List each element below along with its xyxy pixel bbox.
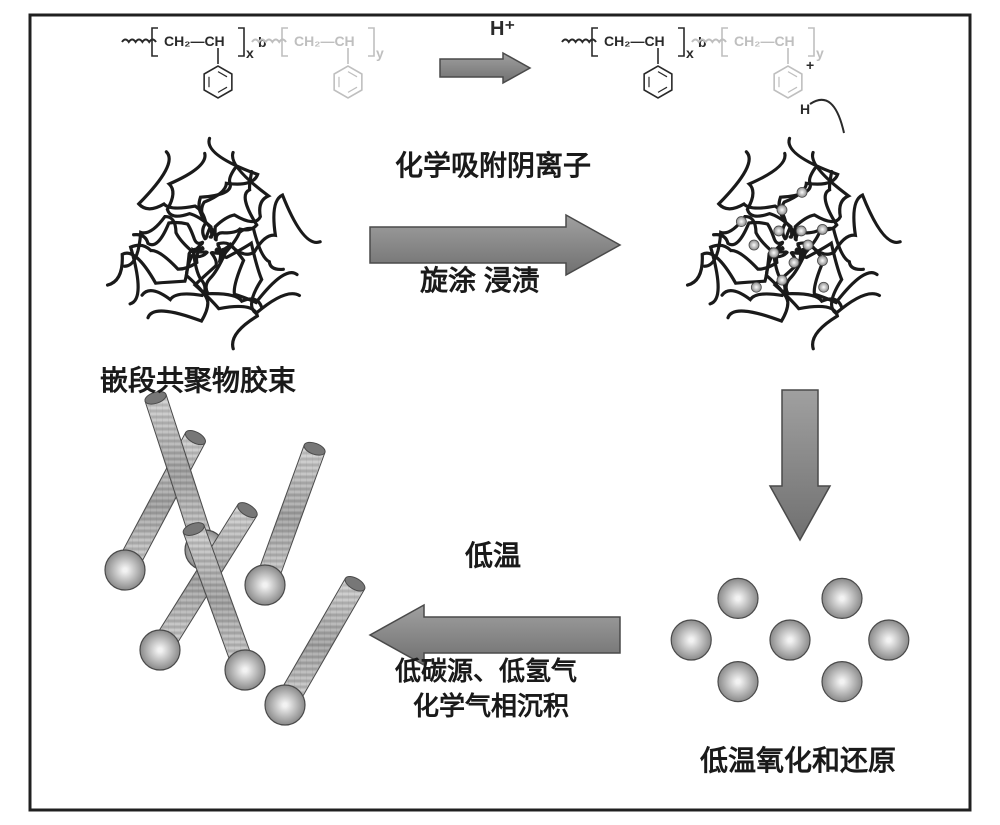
svg-text:y: y <box>816 45 824 61</box>
svg-text:嵌段共聚物胶束: 嵌段共聚物胶束 <box>100 364 296 396</box>
svg-text:y: y <box>376 45 384 61</box>
svg-text:x: x <box>686 45 694 61</box>
svg-text:CH₂—CH: CH₂—CH <box>164 33 225 49</box>
svg-text:低碳源、低氢气: 低碳源、低氢气 <box>394 656 577 686</box>
svg-text:CH₂—CH: CH₂—CH <box>294 33 355 49</box>
svg-text:+: + <box>806 57 814 73</box>
svg-text:化学气相沉积: 化学气相沉积 <box>413 691 569 721</box>
svg-text:H⁺: H⁺ <box>490 18 515 40</box>
svg-text:x: x <box>246 45 254 61</box>
svg-text:化学吸附阴离子: 化学吸附阴离子 <box>395 149 591 181</box>
svg-text:CH₂—CH: CH₂—CH <box>604 33 665 49</box>
svg-text:H: H <box>800 101 810 117</box>
svg-text:旋涂 浸渍: 旋涂 浸渍 <box>420 264 540 296</box>
svg-text:低温氧化和还原: 低温氧化和还原 <box>699 745 896 776</box>
diagram-stage: CH₂—CHxbCH₂—CHyCH₂—CHxbCH₂—CHy+HH⁺嵌段共聚物胶… <box>0 0 1000 825</box>
svg-text:CH₂—CH: CH₂—CH <box>734 33 795 49</box>
svg-text:低温: 低温 <box>464 540 521 571</box>
